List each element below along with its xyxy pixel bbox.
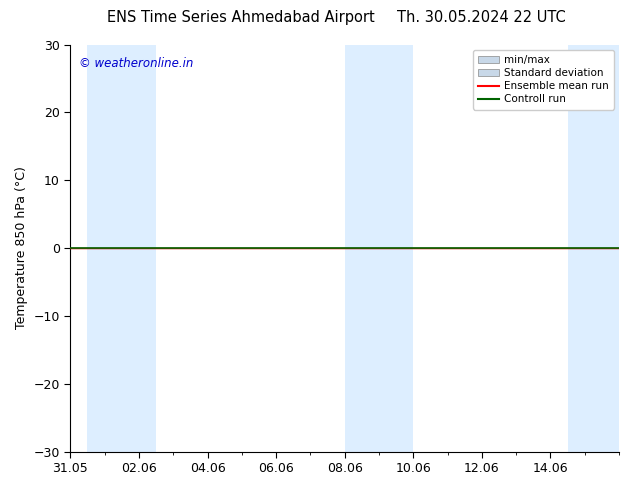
Text: ENS Time Series Ahmedabad Airport: ENS Time Series Ahmedabad Airport xyxy=(107,10,375,25)
Y-axis label: Temperature 850 hPa (°C): Temperature 850 hPa (°C) xyxy=(15,167,28,329)
Bar xyxy=(567,45,619,452)
Bar xyxy=(87,45,156,452)
Text: © weatheronline.in: © weatheronline.in xyxy=(79,57,193,70)
Legend: min/max, Standard deviation, Ensemble mean run, Controll run: min/max, Standard deviation, Ensemble me… xyxy=(472,49,614,109)
Bar xyxy=(345,45,413,452)
Text: Th. 30.05.2024 22 UTC: Th. 30.05.2024 22 UTC xyxy=(398,10,566,25)
